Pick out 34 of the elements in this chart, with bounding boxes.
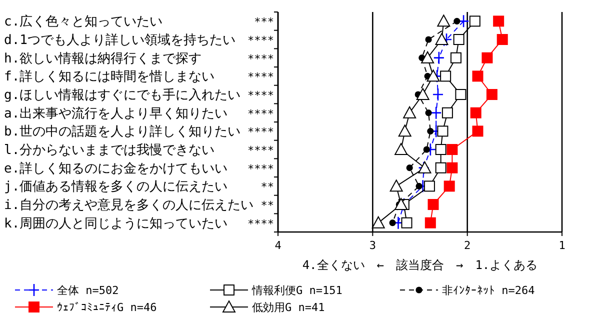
x-tick-label: 2 <box>464 239 471 252</box>
text: ** <box>260 199 274 212</box>
y-tick-label: g.ほしい情報はすぐにでも手に入れたい <box>4 88 241 103</box>
x-axis-title: 4.全くない ← 該当度合 → 1.よくある <box>302 258 538 272</box>
text: **** <box>248 70 274 84</box>
y-tick-label: k.周囲の人と同じように知っていたい <box>4 216 228 232</box>
y-tick-label: e.詳しく知るのにお金をかけてもいい <box>4 161 228 176</box>
y-tick-label: c.広く色々と知っていたい <box>4 14 163 30</box>
y-tick-label: i.自分の考えや意見を多くの人に伝えたい <box>4 198 254 213</box>
legend-label: 低効用G n=41 <box>252 301 325 314</box>
text: **** <box>248 52 274 66</box>
text: ** <box>260 180 274 194</box>
y-tick-label: d.1つでも人より詳しい領域を持ちたい <box>4 33 236 48</box>
y-tick-label: h.欲しい情報は納得行くまで探す <box>4 51 202 66</box>
text: **** <box>248 144 274 157</box>
text: **** <box>248 89 274 102</box>
text: *** <box>254 16 274 29</box>
text: **** <box>248 34 274 47</box>
x-tick-label: 4 <box>274 239 282 252</box>
y-tick-label: l.分からないままでは我慢できない <box>4 143 215 158</box>
x-tick-label: 3 <box>369 239 376 252</box>
text: **** <box>248 126 274 139</box>
x-tick-label: 1 <box>558 239 566 252</box>
legend-label: 情報利便G n=151 <box>251 284 342 297</box>
text: **** <box>248 162 274 176</box>
y-tick-label: f.詳しく知るには時間を惜しまない <box>4 70 215 85</box>
text: **** <box>248 217 274 230</box>
legend-label: 非ｲﾝﾀｰﾈｯﾄ n=264 <box>442 284 536 297</box>
legend-label: ｳｪﾌﾞｺﾐｭﾆﾃｨG n=46 <box>57 301 157 314</box>
y-tick-label: j.価値ある情報を多くの人に伝えたい <box>4 180 228 195</box>
y-tick-label: a.出来事や流行を人より早く知りたい <box>4 105 228 122</box>
y-tick-label: b.世の中の話題を人より詳しく知りたい <box>4 124 241 140</box>
text: **** <box>248 107 274 120</box>
legend-label: 全体 n=502 <box>57 284 119 297</box>
